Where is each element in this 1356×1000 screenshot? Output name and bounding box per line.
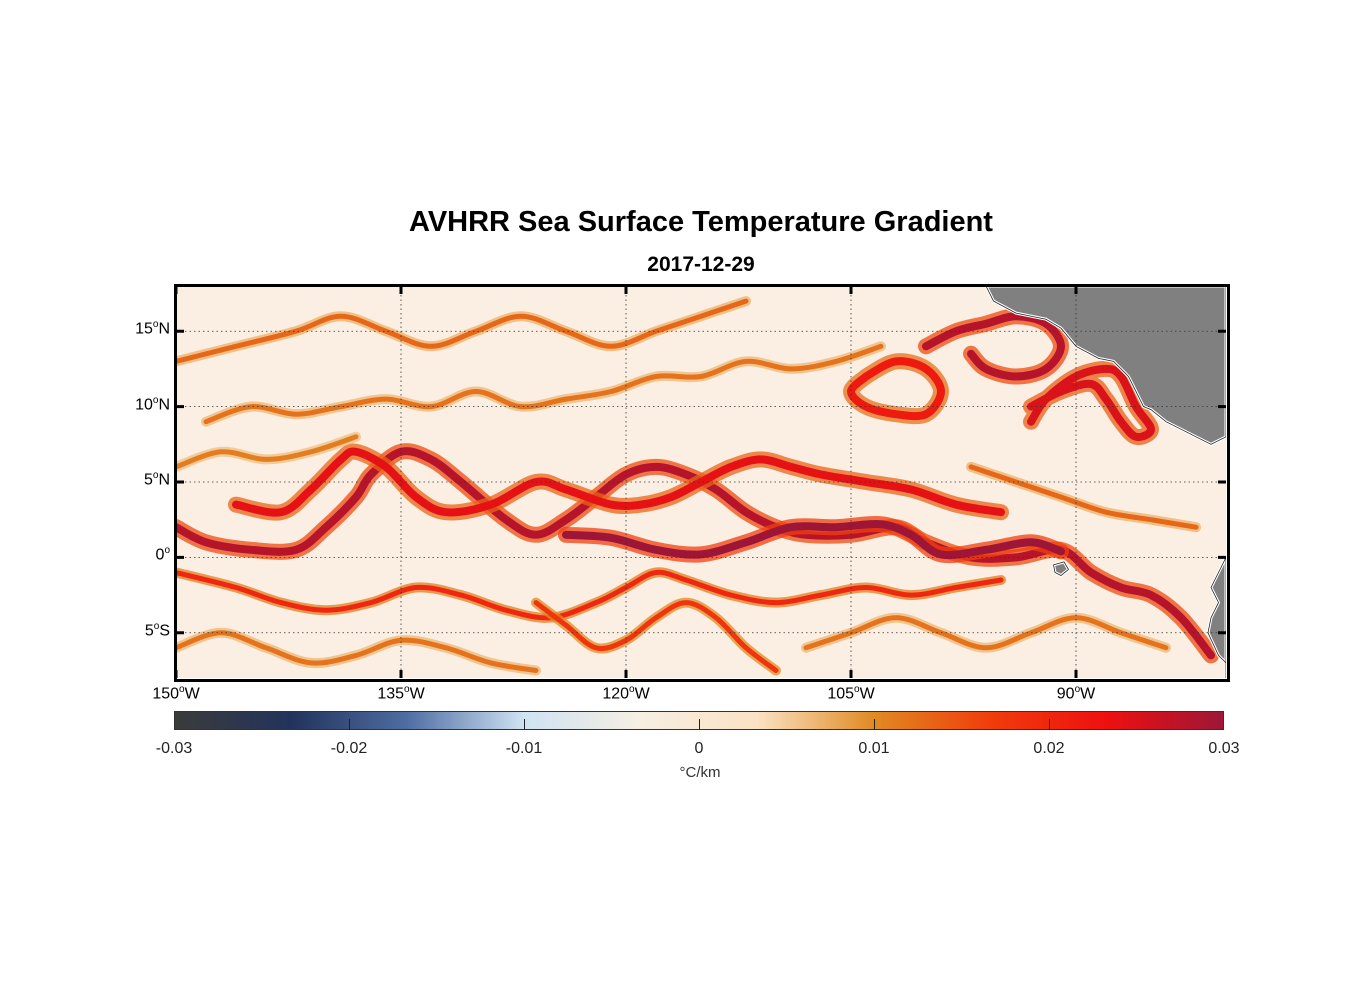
front-east-weak	[966, 461, 1201, 533]
lon-tick-label: 90oW	[1056, 684, 1096, 703]
colorbar-tick-mark	[349, 719, 350, 730]
coastline-central-america	[985, 286, 1226, 445]
front-north-weak-1	[176, 296, 751, 367]
map-title: AVHRR Sea Surface Temperature Gradient	[409, 206, 993, 238]
front-south-front-2	[531, 597, 781, 676]
colorbar-tick-mark	[874, 719, 875, 730]
lat-tick-label: 5oN	[143, 470, 170, 489]
sst-gradient-map	[176, 286, 1226, 678]
lon-tick-label: 105oW	[827, 684, 875, 703]
front-gulf-front	[918, 308, 1069, 385]
lon-tick-label: 135oW	[377, 684, 425, 703]
lon-tick-label: 150oW	[152, 684, 200, 703]
lat-tick-label: 15oN	[135, 319, 170, 338]
front-equatorial-front-core	[558, 515, 1069, 564]
coastline-galapagos	[1053, 561, 1070, 576]
colorbar-tick-label: -0.02	[330, 740, 368, 757]
colorbar-tick-mark	[524, 719, 525, 730]
lon-tick-label: 120oW	[602, 684, 650, 703]
front-north-weak-2	[201, 341, 886, 427]
lat-tick-label: 10oN	[135, 394, 170, 413]
colorbar-tick-label: 0.01	[858, 740, 890, 757]
map-panel[interactable]	[176, 286, 1226, 678]
colorbar-unit-label: °C/km	[679, 764, 721, 781]
front-south-weak	[176, 627, 541, 676]
lat-tick-label: 5oS	[144, 620, 170, 640]
lat-tick-label: 0o	[155, 545, 170, 564]
front-south-front	[176, 567, 1006, 623]
front-north-weak-3	[176, 431, 361, 472]
front-south-weak-2	[801, 612, 1171, 653]
coastline-south-america	[1207, 557, 1226, 678]
map-subtitle: 2017-12-29	[647, 253, 755, 276]
colorbar-tick-label: -0.03	[155, 740, 193, 757]
front-equatorial-front-loops	[228, 443, 1009, 521]
colorbar-tick-label: 0	[694, 740, 704, 757]
colorbar-tick-label: -0.01	[505, 740, 543, 757]
colorbar-tick-label: 0.02	[1033, 740, 1065, 757]
colorbar-tick-mark	[1049, 719, 1050, 730]
colorbar-tick-label: 0.03	[1208, 740, 1240, 757]
front-eddy-north	[843, 353, 949, 425]
colorbar-tick-mark	[699, 719, 700, 730]
